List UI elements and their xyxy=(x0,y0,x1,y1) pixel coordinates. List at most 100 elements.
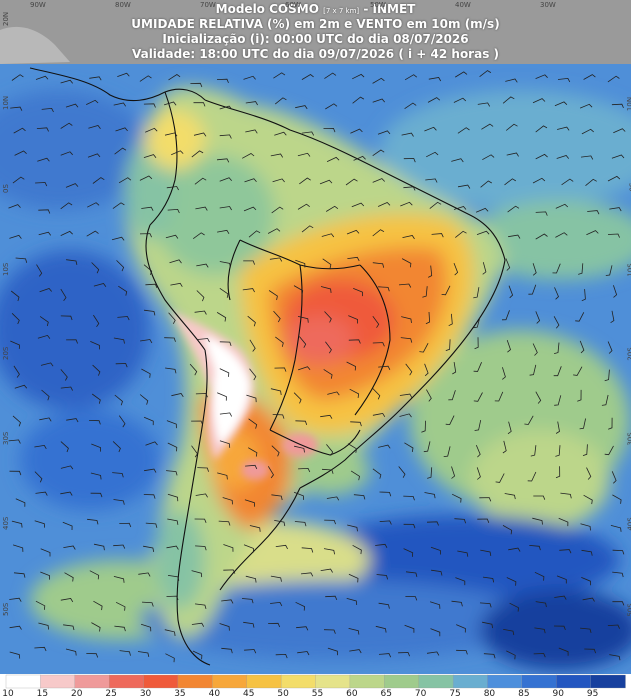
wind-barb xyxy=(140,339,153,344)
wind-barb xyxy=(456,649,468,655)
wind-barb xyxy=(528,284,537,295)
wind-barb xyxy=(607,75,620,83)
wind-barb xyxy=(12,415,21,427)
wind-barb xyxy=(509,602,519,612)
wind-barb xyxy=(611,103,624,109)
wind-barbs xyxy=(8,70,626,663)
wind-barb xyxy=(219,206,232,211)
wind-barb xyxy=(196,290,205,302)
wind-barb xyxy=(604,369,610,382)
wind-barb xyxy=(244,649,257,654)
wind-barb xyxy=(326,444,334,456)
wind-barb xyxy=(166,595,179,600)
wind-barb xyxy=(192,232,205,240)
wind-barb xyxy=(535,74,548,79)
wind-barb xyxy=(585,178,597,187)
wind-barb xyxy=(270,153,284,158)
wind-barb xyxy=(582,597,595,602)
wind-barb xyxy=(431,233,444,238)
wind-barb xyxy=(404,624,415,633)
wind-barb xyxy=(533,495,546,500)
wind-barb xyxy=(12,544,24,552)
wind-barb xyxy=(535,391,542,404)
country-borders xyxy=(29,67,506,666)
wind-barb xyxy=(166,420,177,429)
wind-barb xyxy=(223,569,236,574)
wind-barb xyxy=(297,203,310,210)
wind-barb xyxy=(143,154,157,158)
wind-barb xyxy=(558,517,569,527)
wind-barb xyxy=(455,230,467,238)
wind-barb xyxy=(372,77,385,84)
wind-barb xyxy=(41,107,54,113)
wind-barb xyxy=(112,441,121,453)
wind-barb xyxy=(60,315,73,321)
wind-barb xyxy=(378,365,391,370)
wind-barb xyxy=(583,494,593,505)
wind-barb xyxy=(457,550,469,557)
wind-barb xyxy=(607,175,621,182)
wind-barb xyxy=(401,132,414,137)
wind-barb xyxy=(319,179,333,185)
wind-barb xyxy=(274,131,287,136)
wind-barb xyxy=(243,544,254,553)
wind-barb xyxy=(424,492,436,499)
wind-barb xyxy=(34,646,47,652)
wind-barb xyxy=(424,126,437,132)
header-source: - INMET xyxy=(363,2,416,16)
wind-barb xyxy=(246,394,257,403)
wind-barb xyxy=(609,207,622,212)
wind-barb xyxy=(324,519,336,525)
wind-barb xyxy=(11,313,20,325)
wind-barb xyxy=(601,394,609,406)
wind-barb xyxy=(475,207,489,213)
wind-barb xyxy=(115,127,128,132)
wind-barb xyxy=(505,123,518,131)
wind-barb xyxy=(527,471,537,482)
lat-label-10s: 10S xyxy=(2,262,10,276)
wind-barb xyxy=(534,571,545,581)
north-america-land xyxy=(0,26,70,64)
wind-barb xyxy=(113,499,125,505)
wind-barb xyxy=(453,206,467,210)
wind-barb xyxy=(62,521,73,531)
wind-barb xyxy=(275,544,288,550)
wind-barb xyxy=(295,420,308,426)
wind-barb xyxy=(505,78,518,83)
wind-barb xyxy=(451,158,464,163)
legend-label: 50 xyxy=(277,689,289,699)
legend-label: 20 xyxy=(71,689,83,699)
wind-barb xyxy=(9,597,22,602)
wind-barb xyxy=(195,393,208,398)
wind-barb xyxy=(429,201,442,209)
wind-barb xyxy=(171,150,184,156)
lat-label-right-20s: 20S xyxy=(626,347,631,361)
wind-barb xyxy=(524,415,534,425)
wind-barb xyxy=(193,102,206,107)
wind-barb xyxy=(345,178,358,186)
wind-barb xyxy=(168,74,181,81)
wind-barb xyxy=(398,283,412,288)
wind-barb xyxy=(270,388,282,396)
wind-barb xyxy=(561,178,574,186)
wind-barb xyxy=(379,491,392,497)
wind-barb xyxy=(165,653,175,663)
wind-barb xyxy=(269,257,283,262)
wind-barb xyxy=(8,204,21,209)
wind-barb xyxy=(297,651,310,656)
wind-barb xyxy=(494,391,504,402)
wind-barb xyxy=(372,262,385,268)
wind-barb xyxy=(581,289,586,302)
wind-barb xyxy=(405,571,418,577)
wind-barb xyxy=(219,177,233,182)
wind-barb xyxy=(423,441,431,453)
wind-barb xyxy=(372,98,386,103)
wind-barb xyxy=(65,648,77,656)
wind-barb xyxy=(87,202,100,208)
wind-barb xyxy=(557,126,570,131)
wind-barb xyxy=(10,340,20,349)
wind-barb xyxy=(428,77,442,82)
wind-barb xyxy=(39,288,53,293)
wind-barb xyxy=(270,575,282,582)
wind-barb xyxy=(325,205,339,212)
